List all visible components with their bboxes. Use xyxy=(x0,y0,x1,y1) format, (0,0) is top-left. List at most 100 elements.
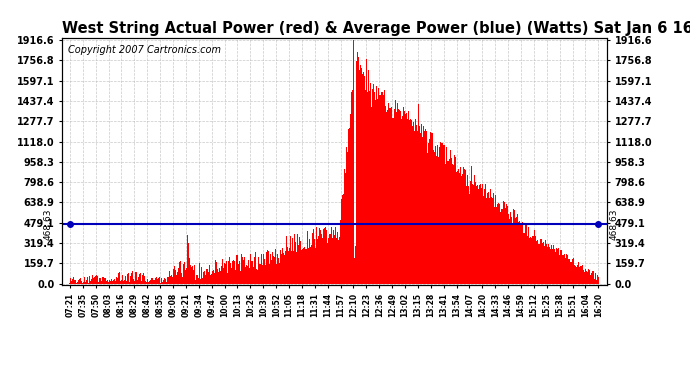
Bar xyxy=(192,266,193,284)
Bar xyxy=(403,107,404,284)
Bar xyxy=(149,280,150,284)
Bar xyxy=(247,266,248,284)
Bar xyxy=(177,272,178,284)
Bar xyxy=(200,279,201,284)
Bar xyxy=(356,61,357,284)
Bar xyxy=(455,172,457,284)
Bar xyxy=(362,72,364,284)
Bar xyxy=(351,92,352,284)
Bar xyxy=(324,228,326,284)
Bar xyxy=(82,283,83,284)
Bar xyxy=(222,259,224,284)
Bar xyxy=(151,278,152,284)
Bar xyxy=(428,143,429,284)
Bar xyxy=(530,237,531,284)
Bar xyxy=(388,103,389,284)
Bar xyxy=(307,231,308,284)
Bar xyxy=(522,222,524,284)
Bar xyxy=(246,265,247,284)
Bar xyxy=(261,254,262,284)
Bar xyxy=(208,265,210,284)
Bar xyxy=(189,258,190,284)
Bar xyxy=(398,110,399,284)
Bar xyxy=(277,255,278,284)
Bar xyxy=(406,119,408,284)
Bar xyxy=(203,273,204,284)
Bar xyxy=(394,110,395,284)
Bar xyxy=(179,262,180,284)
Bar xyxy=(377,99,378,284)
Text: West String Actual Power (red) & Average Power (blue) (Watts) Sat Jan 6 16:34: West String Actual Power (red) & Average… xyxy=(62,21,690,36)
Bar xyxy=(117,279,119,284)
Bar xyxy=(517,217,518,284)
Bar xyxy=(584,272,585,284)
Bar xyxy=(375,100,376,284)
Bar xyxy=(542,243,543,284)
Bar xyxy=(391,107,392,284)
Bar xyxy=(449,159,450,284)
Bar xyxy=(592,271,593,284)
Bar xyxy=(477,185,478,284)
Bar xyxy=(333,230,334,284)
Bar xyxy=(255,252,256,284)
Bar xyxy=(564,258,566,284)
Bar xyxy=(103,277,104,284)
Bar xyxy=(303,248,304,284)
Bar xyxy=(276,264,277,284)
Bar xyxy=(81,281,82,284)
Bar xyxy=(147,279,148,284)
Bar xyxy=(197,275,198,284)
Bar xyxy=(326,230,327,284)
Bar xyxy=(594,279,595,284)
Bar xyxy=(207,268,208,284)
Bar xyxy=(233,260,234,284)
Bar xyxy=(119,272,121,284)
Bar xyxy=(427,153,428,284)
Bar xyxy=(538,244,539,284)
Bar xyxy=(371,108,373,284)
Bar xyxy=(544,246,545,284)
Bar xyxy=(188,243,189,284)
Bar xyxy=(464,170,466,284)
Bar xyxy=(466,186,468,284)
Bar xyxy=(386,112,387,284)
Bar xyxy=(124,280,126,284)
Bar xyxy=(173,269,175,284)
Bar xyxy=(331,226,332,284)
Bar xyxy=(505,208,506,284)
Bar xyxy=(297,234,298,284)
Bar xyxy=(319,228,320,284)
Bar xyxy=(106,281,107,284)
Bar xyxy=(254,257,255,284)
Bar xyxy=(550,249,551,284)
Bar xyxy=(526,225,527,284)
Bar xyxy=(298,245,299,284)
Bar xyxy=(593,271,594,284)
Bar xyxy=(164,279,166,284)
Bar xyxy=(143,273,144,284)
Bar xyxy=(171,275,172,284)
Bar xyxy=(359,65,361,284)
Bar xyxy=(185,270,186,284)
Bar xyxy=(313,238,315,284)
Bar xyxy=(287,247,288,284)
Bar xyxy=(257,257,259,284)
Bar xyxy=(70,278,71,284)
Bar xyxy=(495,195,496,284)
Bar xyxy=(97,276,98,284)
Bar xyxy=(441,143,442,284)
Bar xyxy=(88,283,89,284)
Bar xyxy=(195,280,196,284)
Bar xyxy=(417,131,418,284)
Bar xyxy=(506,206,508,284)
Bar xyxy=(591,273,592,284)
Bar xyxy=(598,277,599,284)
Bar xyxy=(574,265,575,284)
Bar xyxy=(525,224,526,284)
Bar xyxy=(551,245,552,284)
Bar xyxy=(328,238,329,284)
Bar xyxy=(475,182,476,284)
Bar xyxy=(146,282,147,284)
Bar xyxy=(137,280,138,284)
Bar xyxy=(468,175,469,284)
